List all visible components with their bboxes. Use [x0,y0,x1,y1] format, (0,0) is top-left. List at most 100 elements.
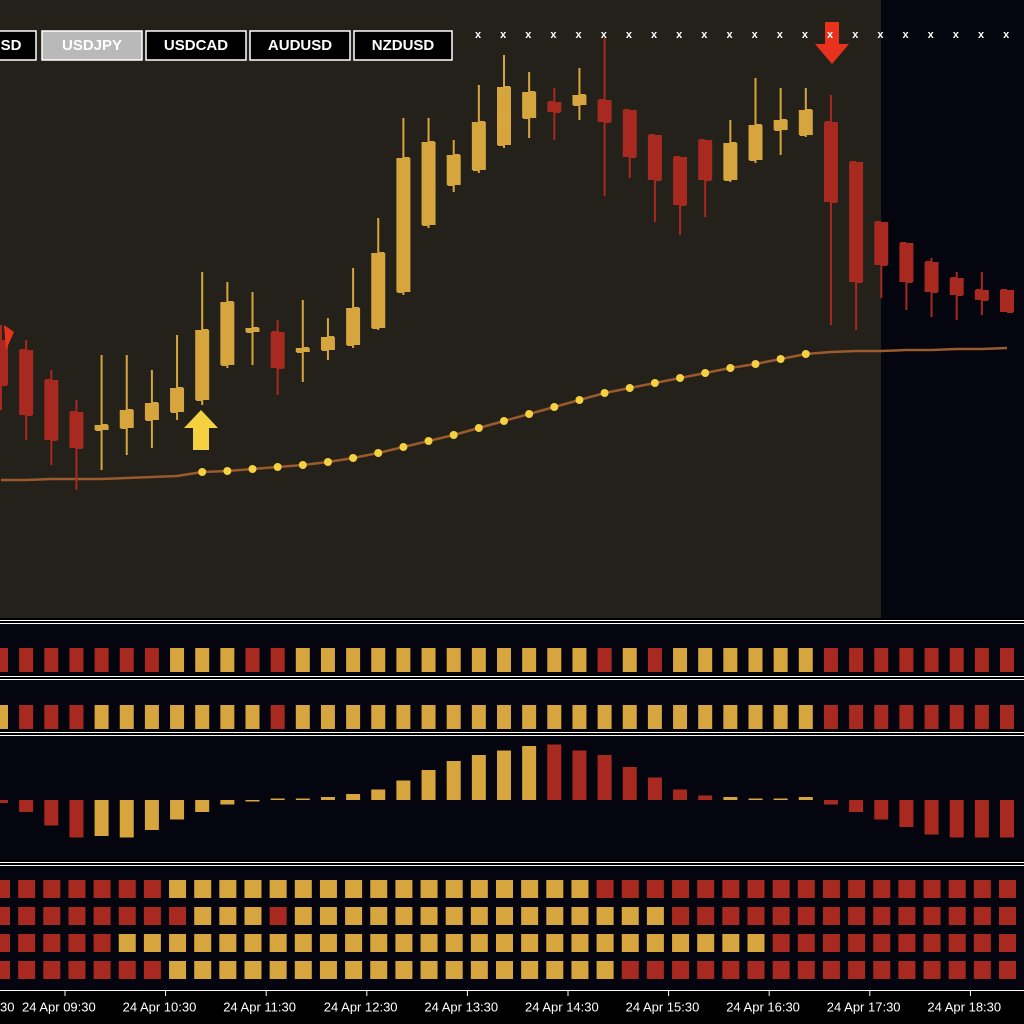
tab[interactable] [0,30,37,61]
state-square [194,907,212,925]
candle-body [320,337,335,350]
state-square [596,934,614,952]
histogram-bar [522,746,537,800]
marker: x [802,29,809,41]
state-square [219,880,237,898]
histogram-bar [446,761,461,800]
tick-close [956,294,963,296]
state-square [597,705,612,729]
tick-open [347,344,354,346]
tick-open [975,289,982,291]
state-square [94,705,109,729]
state-square [244,907,262,925]
state-square [923,880,941,898]
state-square [445,961,463,979]
tab[interactable] [145,30,247,61]
tick-close [428,141,435,143]
state-square [646,880,664,898]
candle-wick [553,88,556,140]
tab[interactable] [353,30,453,61]
state-square [748,648,763,672]
tick-open [950,277,957,279]
tab[interactable] [249,30,351,61]
state-square [949,705,964,729]
signal-dot [349,454,358,462]
marker: x [576,29,583,41]
state-square [68,880,86,898]
tick-close [654,179,661,181]
histogram-bar [270,798,285,800]
candle-body [849,162,864,282]
state-square [797,934,815,952]
state-square [722,907,740,925]
state-square [270,705,285,729]
state-square [346,705,361,729]
state-square [294,934,312,952]
state-square [143,880,161,898]
state-square [848,961,866,979]
candle-body [823,122,838,202]
candle-body [773,120,788,130]
state-square [646,934,664,952]
tick-open [20,349,27,351]
tick-close [76,447,83,449]
state-square [295,648,310,672]
tick-close [981,299,988,301]
histogram-bar [849,800,864,812]
state-square [999,907,1016,925]
state-square [420,961,438,979]
signal-dot [600,389,609,397]
candle-body [522,92,537,118]
state-square [948,880,966,898]
state-square [370,961,388,979]
state-square [522,648,537,672]
tick-close [554,111,561,113]
tick-open [145,419,152,421]
state-square [999,961,1016,979]
state-square [874,648,889,672]
state-square [169,934,187,952]
marker: x [752,29,759,41]
candle-body [874,222,889,265]
state-square [772,880,790,898]
state-square [572,648,587,672]
state-square [396,648,411,672]
signal-dot [726,364,735,372]
state-square [899,705,914,729]
state-square [497,648,511,672]
marker: x [651,29,658,41]
state-square [294,907,312,925]
tick-open [598,99,605,101]
state-square [898,880,916,898]
state-square [621,961,639,979]
tick-open [1001,289,1007,291]
state-square [68,934,86,952]
candle-body [144,403,159,420]
state-square [93,934,111,952]
state-square [596,880,614,898]
tick-close [755,124,762,126]
state-square [797,961,815,979]
histogram-bar [949,800,964,838]
tick-open [900,242,907,244]
state-square [571,880,589,898]
marker: x [928,29,935,41]
state-square [973,880,991,898]
tick-close [805,109,812,111]
tab[interactable] [41,30,143,61]
tick-open [523,117,530,119]
signal-dot [801,350,810,358]
state-square [948,961,966,979]
state-square [949,648,964,672]
tick-open [70,411,77,413]
candle-body [0,340,8,385]
state-square [898,961,916,979]
tick-close [604,121,611,123]
state-square [646,907,664,925]
state-square [144,705,159,729]
tick-close [730,142,737,144]
signal-dot [751,360,760,368]
state-square [647,648,662,672]
state-square [346,648,361,672]
candle-wick [754,78,757,163]
